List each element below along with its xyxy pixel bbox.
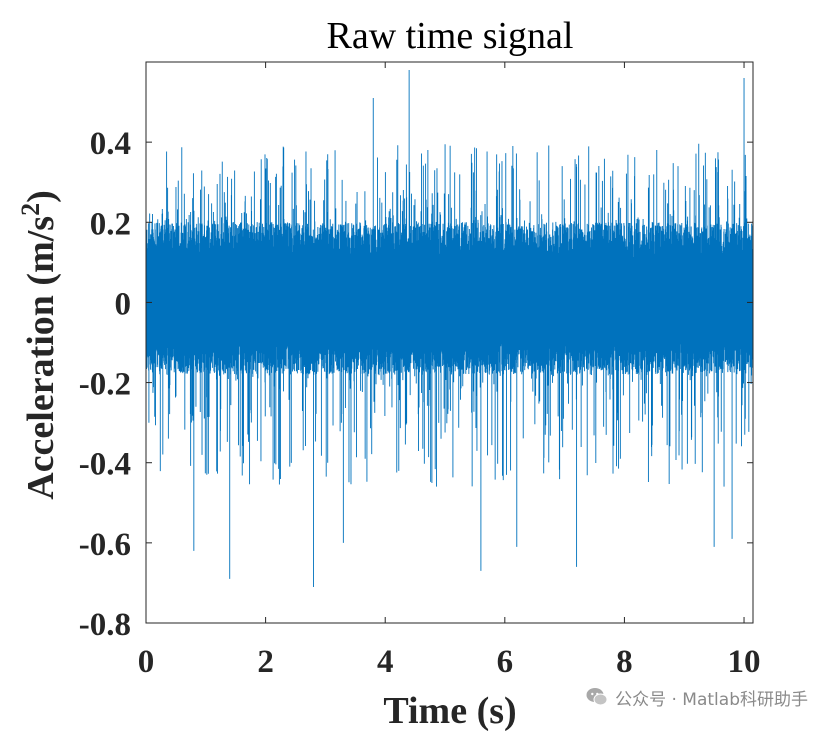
plot-frame [145,61,754,624]
watermark-text: 公众号 · Matlab科研助手 [615,689,808,710]
axis-ticks: 0 2 4 6 8 10 -0.8 -0.6 -0.4 -0.2 0 0.2 0.4 [79,62,761,680]
y-tick-label: 0.2 [90,206,131,242]
chart-title: Raw time signal [327,15,574,57]
y-axis-title: Acceleration (m/s2) [16,190,62,500]
x-tick-label: 2 [257,644,274,680]
y-tick-label: -0.8 [79,607,131,643]
y-tick-label: -0.6 [79,527,131,563]
x-tick-label: 8 [616,644,633,680]
y-axis-title-close: ) [20,190,62,203]
x-tick-label: 4 [377,644,394,680]
y-axis-title-main: Acceleration (m/s [20,216,62,500]
x-axis-title: Time (s) [383,690,516,731]
watermark: 公众号 · Matlab科研助手 [585,684,808,710]
x-tick-label: 10 [728,644,761,680]
y-tick-label: 0 [115,286,132,322]
x-tick-label: 0 [138,644,155,680]
y-tick-label: 0.4 [90,126,131,162]
y-tick-label: -0.2 [79,367,131,403]
y-axis-title-superscript: 2 [16,203,45,216]
wechat-icon [586,688,608,706]
x-tick-label: 6 [497,644,514,680]
y-tick-label: -0.4 [79,447,131,483]
